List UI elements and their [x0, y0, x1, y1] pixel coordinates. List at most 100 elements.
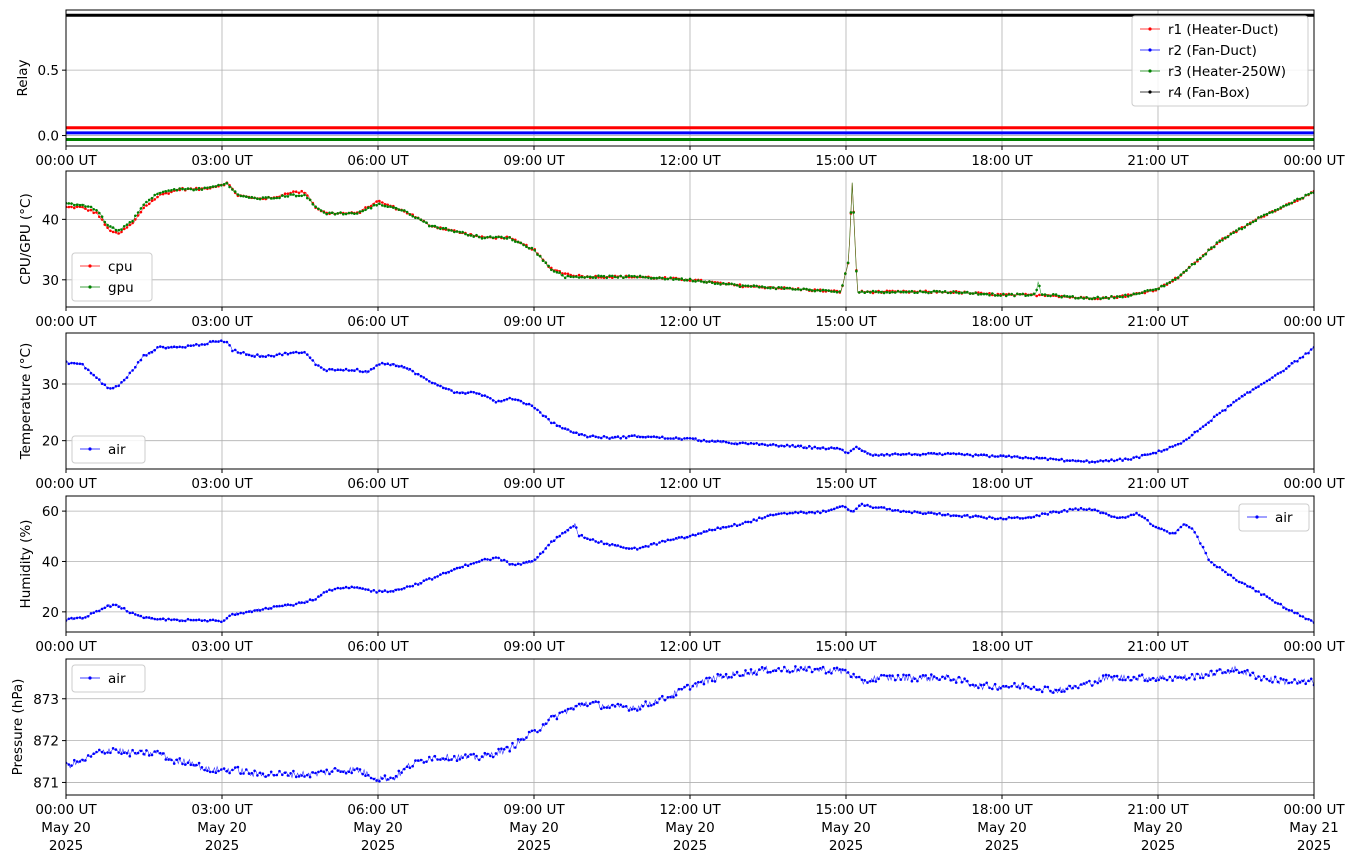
data-point — [220, 184, 223, 187]
data-point — [619, 437, 622, 440]
data-point — [286, 774, 290, 777]
data-point — [963, 677, 966, 680]
data-point — [636, 275, 639, 279]
data-point — [1193, 678, 1196, 681]
data-point — [347, 770, 351, 773]
data-point — [294, 194, 298, 198]
data-point — [114, 603, 118, 607]
data-point — [1226, 573, 1230, 576]
data-point — [935, 289, 939, 293]
data-point — [475, 754, 478, 758]
data-point — [364, 208, 367, 212]
data-point — [114, 230, 118, 234]
data-point — [771, 669, 775, 673]
data-point — [502, 398, 506, 402]
data-point — [1307, 618, 1310, 621]
data-point — [494, 556, 498, 559]
data-point — [1212, 672, 1216, 676]
data-point — [1298, 197, 1302, 201]
data-point — [896, 673, 900, 677]
data-point — [777, 512, 780, 516]
data-point — [1124, 293, 1127, 297]
data-point — [1101, 511, 1105, 515]
data-point — [297, 775, 301, 778]
data-point — [1160, 450, 1163, 453]
data-point — [508, 749, 512, 753]
data-point — [783, 445, 786, 448]
data-point — [1027, 294, 1030, 297]
data-point — [971, 292, 975, 295]
x-date-label: May 20 — [197, 820, 246, 836]
data-point — [416, 216, 420, 220]
data-point — [73, 203, 76, 207]
data-point — [203, 619, 206, 622]
data-point — [1298, 356, 1302, 360]
data-point — [142, 752, 145, 756]
x-year-label: 2025 — [985, 838, 1019, 854]
data-point — [380, 204, 384, 207]
legend-label: air — [1275, 510, 1293, 526]
data-point — [400, 771, 403, 774]
data-point — [1101, 674, 1105, 677]
data-point — [799, 510, 803, 513]
data-point — [497, 556, 500, 560]
data-point — [699, 439, 703, 443]
data-point — [464, 232, 467, 236]
data-point — [367, 588, 370, 591]
data-point — [405, 210, 409, 214]
data-point — [333, 213, 337, 216]
data-point — [197, 618, 201, 621]
data-point — [968, 684, 972, 687]
x-tick-label: 09:00 UT — [503, 639, 565, 655]
data-point — [918, 511, 922, 514]
data-point — [974, 514, 977, 517]
data-point — [816, 288, 819, 292]
data-point — [272, 605, 276, 608]
data-point — [458, 230, 462, 234]
data-point — [375, 591, 378, 594]
data-point — [281, 604, 284, 608]
data-point — [98, 609, 101, 613]
data-point — [588, 435, 592, 438]
data-point — [1143, 679, 1147, 682]
data-point — [408, 766, 412, 770]
data-point — [1010, 292, 1013, 296]
data-point — [408, 213, 412, 216]
data-point — [849, 211, 853, 214]
x-tick-label: 18:00 UT — [971, 476, 1033, 492]
data-point — [902, 290, 905, 294]
data-point — [208, 340, 212, 343]
data-point — [874, 290, 878, 293]
data-point — [558, 711, 561, 715]
data-point — [1287, 202, 1291, 206]
data-point — [949, 452, 952, 456]
data-point — [1193, 531, 1196, 534]
data-point — [1054, 458, 1058, 461]
data-point — [405, 367, 409, 370]
data-point — [1285, 607, 1288, 611]
data-point — [841, 448, 844, 452]
data-point — [1046, 513, 1050, 516]
data-point — [577, 273, 581, 277]
data-point — [932, 512, 936, 515]
data-point — [1074, 507, 1077, 510]
data-point — [580, 702, 584, 705]
data-point — [1151, 288, 1155, 292]
data-point — [178, 345, 181, 349]
data-point — [661, 435, 664, 439]
data-point — [328, 772, 331, 776]
data-point — [1113, 674, 1116, 678]
data-point — [647, 545, 650, 548]
data-point — [927, 677, 930, 680]
data-point — [805, 511, 808, 515]
data-point — [339, 587, 342, 590]
data-point — [694, 437, 697, 440]
data-point — [1190, 673, 1194, 676]
x-tick-label: 18:00 UT — [971, 153, 1033, 169]
data-point — [885, 452, 889, 456]
data-point — [1309, 191, 1313, 195]
legend-label: r1 (Heater-Duct) — [1168, 22, 1279, 38]
data-point — [267, 773, 270, 777]
data-point — [746, 284, 750, 288]
data-point — [1121, 295, 1124, 299]
